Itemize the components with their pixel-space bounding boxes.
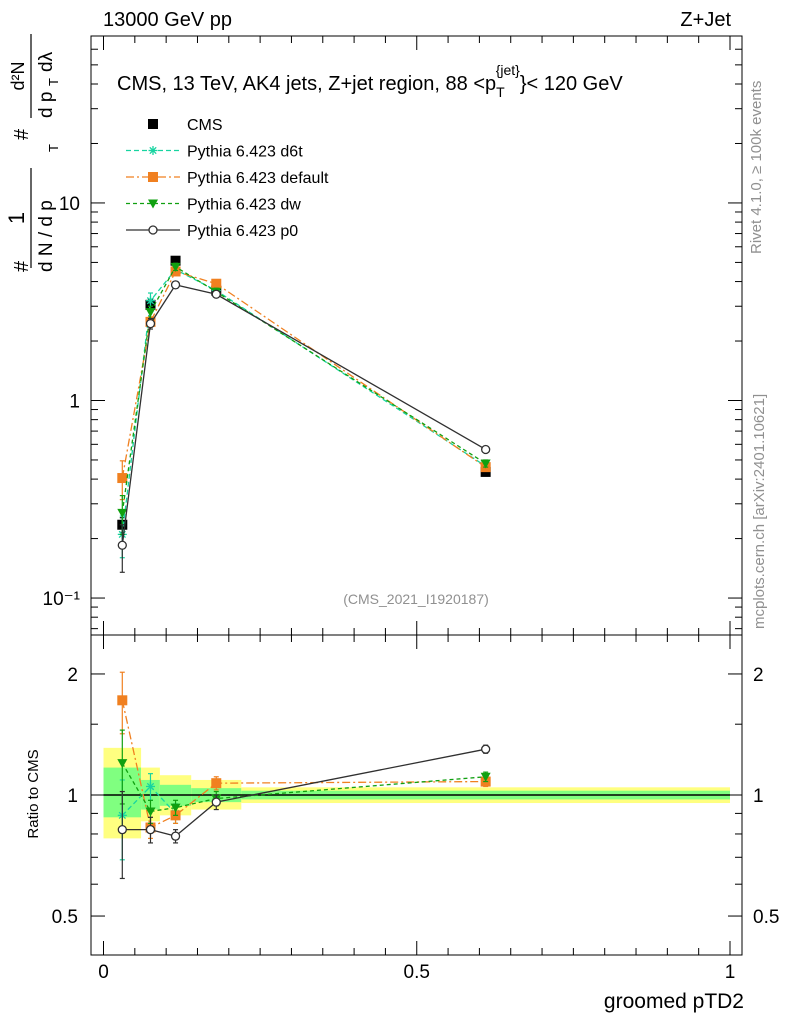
- legend-label-cms: CMS: [187, 117, 223, 134]
- y-label-sub-2: T: [46, 78, 61, 86]
- y-label-lhs-den: d N / d p: [36, 200, 57, 272]
- legend-marker-d6t: [148, 146, 158, 155]
- ratio-point-d6t-1: [145, 781, 155, 791]
- main-ytick-label-2: 10: [59, 194, 80, 215]
- ratio-point-p0-2: [170, 831, 181, 841]
- xtick-label-0: 0: [98, 962, 109, 983]
- main-point-dw-4: [480, 459, 491, 469]
- ratio-ytick-label-left-1: 1: [67, 786, 78, 807]
- ratio-y-axis-label: Ratio to CMS: [25, 749, 42, 838]
- ratio-point-dw-4: [480, 772, 491, 782]
- main-point-p0-0: [117, 540, 127, 550]
- ratio-point-p0-4: [481, 744, 491, 754]
- ratio-ytick-label-left-0: 0.5: [52, 907, 78, 928]
- ratio-point-p0-0: [117, 825, 127, 835]
- legend-marker-cms: [148, 119, 158, 129]
- main-ytick-label-1: 1: [69, 391, 80, 412]
- y-label-hash-left: #: [11, 260, 33, 272]
- y-label-rhs-den: d p: [36, 92, 57, 118]
- mcplots-label: mcplots.cern.ch [arXiv:2401.10621]: [751, 394, 768, 629]
- ratio-point-p0-3: [211, 797, 221, 807]
- legend-marker-p0: [148, 225, 158, 235]
- ratio-ytick-label-right-1: 1: [753, 786, 764, 807]
- main-point-dw-2: [170, 262, 181, 272]
- main-series-layer: [117, 255, 491, 573]
- ratio-ytick-label-right-0: 0.5: [753, 907, 779, 928]
- header-right: Z+Jet: [680, 9, 731, 31]
- ratio-ytick-label-right-2: 2: [753, 665, 764, 686]
- main-line-dw: [121, 265, 487, 513]
- main-series-cms: [117, 255, 491, 533]
- main-point-p0-2: [170, 280, 181, 290]
- rivet-version-label: Rivet 4.1.0, ≥ 100k events: [748, 81, 765, 254]
- x-axis-label: groomed pTD2: [604, 990, 744, 1013]
- y-label-lhs-num: 1: [4, 212, 29, 224]
- ratio-uncertainty-bands: [103, 747, 730, 839]
- main-point-default-3: [211, 278, 222, 289]
- ratio-series-default: [117, 671, 491, 839]
- legend-marker-default: [148, 172, 158, 182]
- y-label-rhs-lambda: dλ: [36, 51, 57, 72]
- y-label-hash-right: #: [11, 128, 33, 140]
- legend-label-p0: Pythia 6.423 p0: [187, 223, 298, 240]
- main-point-dw-1: [145, 308, 156, 318]
- main-point-d6t-1: [145, 296, 155, 306]
- header-left: 13000 GeV pp: [103, 9, 232, 31]
- legend-label-default: Pythia 6.423 default: [187, 170, 329, 187]
- ratio-point-dw-2: [170, 803, 181, 813]
- ratio-series-layer: [117, 671, 491, 880]
- legend-marker-dw: [148, 199, 158, 209]
- main-series-d6t: [117, 265, 491, 559]
- ratio-line-dw: [121, 762, 486, 813]
- y-label-rhs-num: d²N: [8, 61, 28, 90]
- main-series-p0: [117, 280, 491, 573]
- legend-label-dw: Pythia 6.423 dw: [187, 197, 301, 214]
- main-point-p0-3: [211, 289, 221, 299]
- ratio-point-default-0: [117, 695, 128, 706]
- axis-ticks: 10⁻¹ 1 10 0.5 0.5 1 1 2 2 0 0.5 1: [43, 35, 779, 983]
- main-point-cms-2: [170, 255, 181, 266]
- main-series-default: [117, 266, 491, 501]
- ratio-ytick-label-left-2: 2: [67, 665, 78, 686]
- ratio-point-dw-1: [145, 807, 156, 817]
- ratio-line-default: [121, 700, 486, 829]
- ratio-point-dw-0: [117, 759, 128, 769]
- y-label-sub-1: T: [46, 144, 61, 152]
- xtick-label-2: 1: [725, 962, 736, 983]
- main-y-axis-label: # 1 d N / d p T # d²N d p T dλ: [4, 34, 61, 272]
- main-line-d6t: [121, 268, 487, 535]
- legend: CMS Pythia 6.423 d6t Pythia 6.423 default P…: [126, 117, 329, 240]
- legend-label-d6t: Pythia 6.423 d6t: [187, 144, 303, 161]
- main-point-p0-1: [145, 318, 156, 329]
- main-series-dw: [117, 262, 491, 535]
- ratio-point-p0-1: [145, 825, 156, 835]
- main-point-dw-0: [117, 508, 128, 518]
- chart-title: CMS, 13 TeV, AK4 jets, Z+jet region, 88 …: [117, 62, 623, 100]
- ratio-point-default-3: [211, 778, 222, 789]
- main-line-p0: [121, 284, 486, 546]
- main-ytick-label-0: 10⁻¹: [43, 589, 81, 610]
- ratio-series-p0: [117, 744, 491, 880]
- xtick-label-1: 0.5: [404, 962, 430, 983]
- main-point-p0-4: [481, 444, 491, 455]
- main-line-default: [121, 270, 487, 479]
- analysis-watermark: (CMS_2021_I1920187): [343, 591, 489, 607]
- main-point-default-0: [117, 473, 128, 484]
